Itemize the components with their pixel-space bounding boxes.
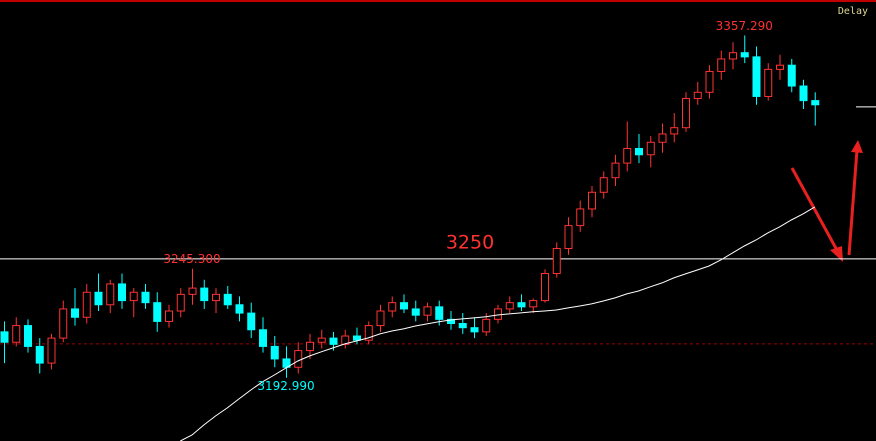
candle-body: [576, 208, 585, 227]
candle-body: [764, 68, 773, 97]
candle-body: [353, 335, 361, 341]
candle-body: [482, 318, 491, 333]
candle-body: [341, 335, 350, 345]
candle-body: [294, 350, 303, 368]
candle-body: [270, 345, 279, 360]
candle-body: [729, 52, 737, 60]
candle-body: [411, 308, 420, 316]
candle-body: [670, 127, 679, 135]
extreme-label: 3357.290: [716, 19, 773, 33]
candle-body: [47, 337, 56, 364]
candle-body: [176, 293, 185, 312]
candle-body: [541, 273, 549, 302]
candle-body: [447, 318, 455, 325]
status-label: Delay: [838, 6, 868, 17]
candle-body: [787, 64, 796, 87]
candle-body: [599, 177, 608, 193]
candle-body: [564, 225, 573, 250]
candle-body: [223, 293, 232, 306]
candle-body: [505, 302, 514, 310]
candle-body: [317, 337, 326, 343]
candle-body: [200, 287, 209, 302]
candle-body: [517, 302, 526, 308]
candle-body: [611, 162, 620, 179]
candle-body: [71, 308, 79, 318]
candle-body: [247, 312, 256, 331]
moving-average: [180, 206, 816, 441]
candle-body: [59, 308, 68, 339]
candle-body: [376, 310, 385, 327]
candle-body: [799, 85, 808, 102]
candle-body: [776, 64, 784, 70]
candle-body: [188, 287, 197, 295]
candle-body: [494, 308, 502, 320]
candle-body: [552, 248, 561, 275]
arrow-down: [790, 167, 840, 253]
candle-body: [423, 306, 432, 316]
extreme-label: 3192.990: [257, 379, 314, 393]
candle-body: [811, 100, 820, 106]
arrows: [790, 140, 863, 262]
candle-body: [635, 148, 643, 156]
candle-body: [106, 283, 115, 306]
candle-body: [705, 70, 714, 93]
candle-body: [435, 306, 444, 320]
reference-label: 3250: [446, 231, 494, 253]
candle-body: [740, 52, 749, 58]
candle-body: [129, 291, 138, 302]
arrow-head: [851, 140, 863, 153]
candle-body: [24, 325, 32, 347]
candle-body: [329, 337, 338, 345]
candle-body: [0, 331, 9, 343]
candle-body: [259, 329, 267, 347]
candle-body: [364, 325, 373, 341]
candle-body: [470, 327, 479, 333]
candle-body: [141, 291, 150, 304]
candle-body: [717, 58, 726, 72]
candle-body: [153, 302, 162, 322]
candle-body: [623, 148, 632, 164]
candle-body: [118, 283, 126, 302]
candle-body: [35, 345, 44, 364]
candle-body: [82, 291, 91, 318]
candle-body: [212, 293, 220, 302]
candle-body: [235, 304, 244, 314]
candle-body: [165, 310, 173, 322]
candle-body: [94, 291, 103, 306]
candle-body: [12, 325, 21, 343]
candle-body: [400, 302, 408, 310]
extreme-label: 3245.300: [163, 252, 220, 266]
candle-body: [388, 302, 397, 312]
arrow-head: [830, 246, 843, 262]
candle-body: [458, 323, 467, 329]
candle-body: [588, 191, 596, 210]
candle-body: [646, 141, 655, 156]
candle-body: [658, 133, 667, 143]
candle-body: [529, 300, 538, 308]
arrow-up: [847, 149, 859, 256]
candle-body: [752, 56, 761, 97]
candle-body: [693, 91, 702, 100]
candle-body: [682, 98, 690, 129]
candle-body: [306, 341, 314, 352]
